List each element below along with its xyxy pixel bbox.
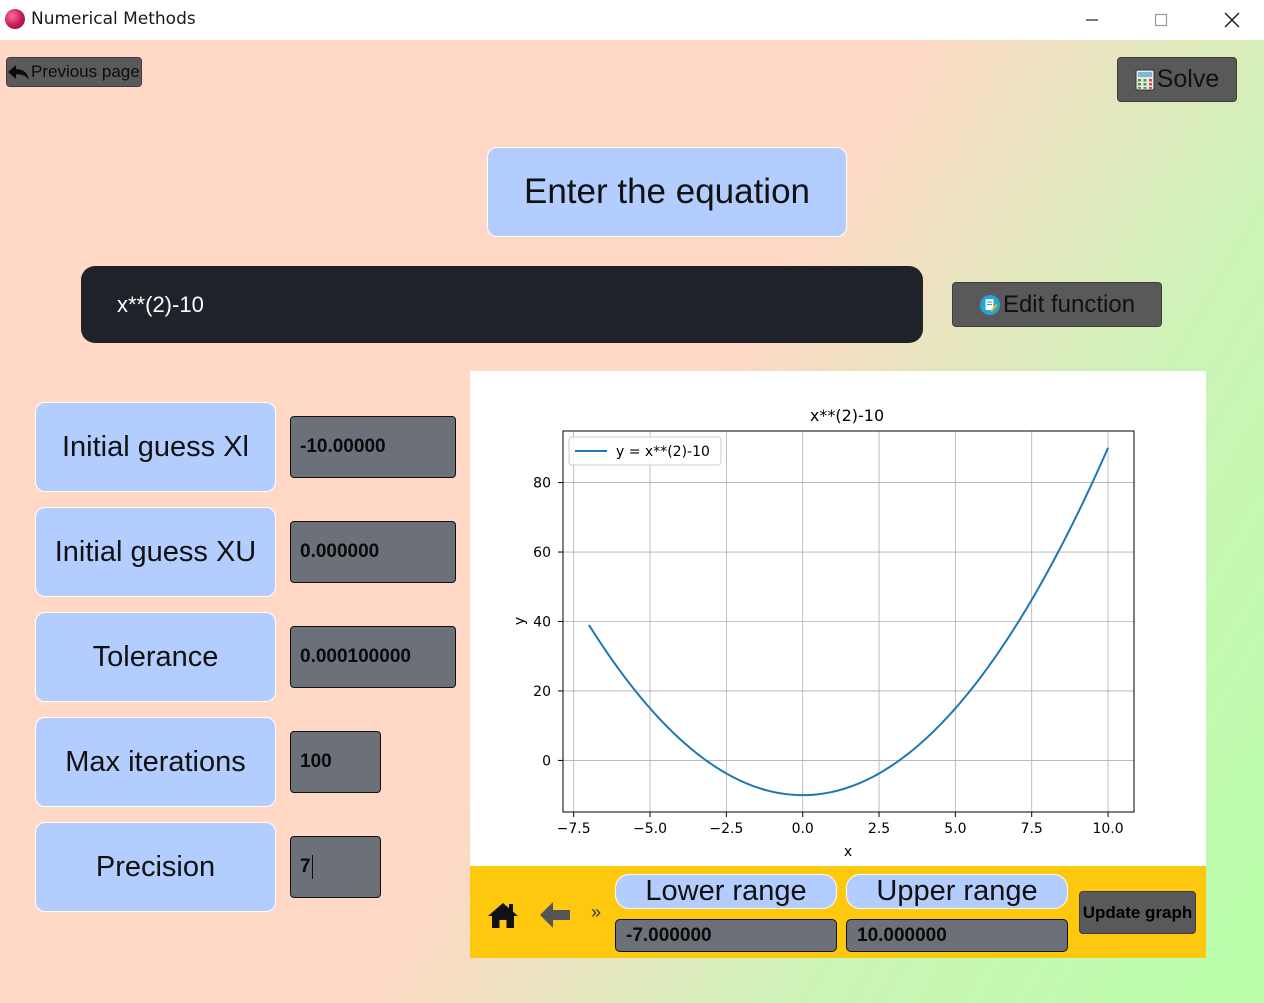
tolerance-input[interactable]: 0.000100000 [290, 626, 456, 688]
max-iterations-input[interactable]: 100 [290, 731, 381, 793]
plot-grid [563, 431, 1134, 812]
initial-guess-xl-value: -10.00000 [300, 436, 386, 457]
x-axis-label: x [844, 844, 852, 860]
edit-function-label: Edit function [1002, 290, 1136, 318]
equation-input[interactable]: x**(2)-10 [81, 266, 923, 343]
minimize-icon [1086, 19, 1098, 21]
title-bar: Numerical Methods [0, 0, 1264, 40]
initial-guess-xu-label: Initial guess XU [35, 507, 276, 597]
plot-toolbar: » Lower range -7.000000 Upper range 10.0… [470, 866, 1206, 958]
window-title: Numerical Methods [31, 9, 196, 29]
initial-guess-xl-input[interactable]: -10.00000 [290, 416, 456, 478]
app-logo-icon [5, 9, 25, 29]
maximize-icon [1154, 13, 1168, 27]
plot-legend: y = x**(2)-10 [568, 436, 722, 466]
function-curve [588, 447, 1109, 797]
plot-ticks: −7.5 −5.0 −2.5 0.0 2.5 5.0 7.5 10.0 0 20 40 60 80 [533, 476, 1123, 837]
precision-label: Precision [35, 822, 276, 912]
max-iterations-label: Max iterations [35, 717, 276, 807]
x-tick-label: 10.0 [1092, 821, 1123, 837]
y-tick-label: 0 [542, 753, 551, 769]
lower-range-label: Lower range [615, 874, 837, 909]
x-tick-label: −5.0 [633, 821, 667, 837]
y-tick-label: 20 [533, 684, 551, 700]
function-plot: −7.5 −5.0 −2.5 0.0 2.5 5.0 7.5 10.0 0 20 40 60 80 x*… [512, 406, 1135, 860]
legend-entry: y = x**(2)-10 [616, 444, 710, 460]
initial-guess-xl-label: Initial guess Xl [35, 402, 276, 492]
plot-title: x**(2)-10 [810, 406, 884, 425]
upper-range-value: 10.000000 [857, 924, 947, 946]
max-iterations-value: 100 [300, 751, 332, 772]
edit-icon [979, 294, 1000, 315]
x-tick-label: −7.5 [557, 821, 591, 837]
solve-button[interactable]: Solve [1117, 57, 1237, 102]
plot-canvas: −7.5 −5.0 −2.5 0.0 2.5 5.0 7.5 10.0 0 20 40 60 80 x*… [470, 371, 1206, 866]
initial-guess-xu-value: 0.000000 [300, 541, 380, 562]
previous-page-button[interactable]: Previous page [6, 57, 142, 87]
upper-range-input[interactable]: 10.000000 [846, 919, 1068, 952]
tolerance-value: 0.000100000 [300, 646, 411, 667]
close-button[interactable] [1209, 0, 1255, 40]
x-tick-label: 2.5 [868, 821, 890, 837]
page-heading: Enter the equation [487, 147, 847, 237]
x-tick-label: 0.0 [792, 821, 814, 837]
solve-label: Solve [1156, 65, 1220, 93]
x-tick-label: −2.5 [709, 821, 743, 837]
y-tick-label: 40 [533, 615, 551, 631]
plot-frame [562, 430, 1135, 813]
close-icon [1224, 12, 1240, 28]
x-tick-label: 5.0 [944, 821, 966, 837]
left-arrow-icon [540, 902, 570, 928]
minimize-button[interactable] [1069, 0, 1115, 40]
previous-page-label: Previous page [31, 62, 140, 81]
y-tick-label: 80 [533, 476, 551, 492]
initial-guess-xu-input[interactable]: 0.000000 [290, 521, 456, 583]
edit-function-button[interactable]: Edit function [952, 282, 1162, 327]
x-tick-label: 7.5 [1021, 821, 1043, 837]
precision-input[interactable]: 7 [290, 836, 381, 898]
home-icon [488, 903, 518, 928]
calculator-icon [1135, 69, 1155, 90]
main-content: Previous page Solve Enter the equation x… [0, 40, 1264, 1003]
home-button[interactable] [487, 900, 519, 930]
more-tools-icon: » [590, 901, 601, 922]
back-arrow-icon [8, 65, 29, 80]
back-view-button[interactable] [539, 899, 571, 931]
equation-value: x**(2)-10 [117, 291, 204, 317]
update-graph-button[interactable]: Update graph [1079, 891, 1196, 934]
upper-range-label: Upper range [846, 874, 1068, 909]
tolerance-label: Tolerance [35, 612, 276, 702]
precision-value: 7 [300, 856, 311, 877]
text-cursor [311, 855, 313, 879]
y-tick-label: 60 [533, 545, 551, 561]
y-axis-label: y [512, 617, 528, 625]
lower-range-value: -7.000000 [626, 924, 712, 946]
maximize-button[interactable] [1138, 0, 1184, 40]
legend-box [568, 436, 722, 466]
lower-range-input[interactable]: -7.000000 [615, 919, 837, 952]
more-tools-button[interactable]: » [587, 902, 605, 922]
